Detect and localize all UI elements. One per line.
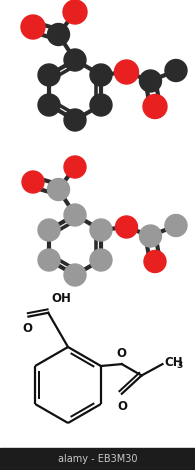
Circle shape <box>139 70 161 92</box>
Circle shape <box>90 64 112 86</box>
Circle shape <box>64 49 86 71</box>
Circle shape <box>64 264 86 286</box>
Circle shape <box>139 225 161 247</box>
Circle shape <box>144 251 166 273</box>
Text: alamy - EB3M30: alamy - EB3M30 <box>58 454 137 464</box>
Text: O: O <box>22 321 33 335</box>
Circle shape <box>64 109 86 131</box>
Circle shape <box>38 219 60 241</box>
Circle shape <box>48 24 69 46</box>
Circle shape <box>21 15 45 39</box>
Circle shape <box>165 60 187 81</box>
Circle shape <box>64 204 86 226</box>
Text: CH: CH <box>164 356 183 368</box>
Text: OH: OH <box>51 292 71 305</box>
Text: O: O <box>117 347 127 360</box>
Text: O: O <box>118 400 128 413</box>
Circle shape <box>48 179 69 201</box>
Circle shape <box>63 0 87 24</box>
Circle shape <box>38 64 60 86</box>
Circle shape <box>90 249 112 271</box>
Circle shape <box>115 216 137 238</box>
Circle shape <box>64 156 86 178</box>
Text: 3: 3 <box>176 360 183 369</box>
Circle shape <box>38 94 60 116</box>
Circle shape <box>114 60 138 84</box>
Circle shape <box>38 249 60 271</box>
Circle shape <box>143 94 167 118</box>
Circle shape <box>90 219 112 241</box>
Circle shape <box>90 94 112 116</box>
Circle shape <box>165 214 187 236</box>
Bar <box>0 448 195 470</box>
Circle shape <box>22 171 44 193</box>
